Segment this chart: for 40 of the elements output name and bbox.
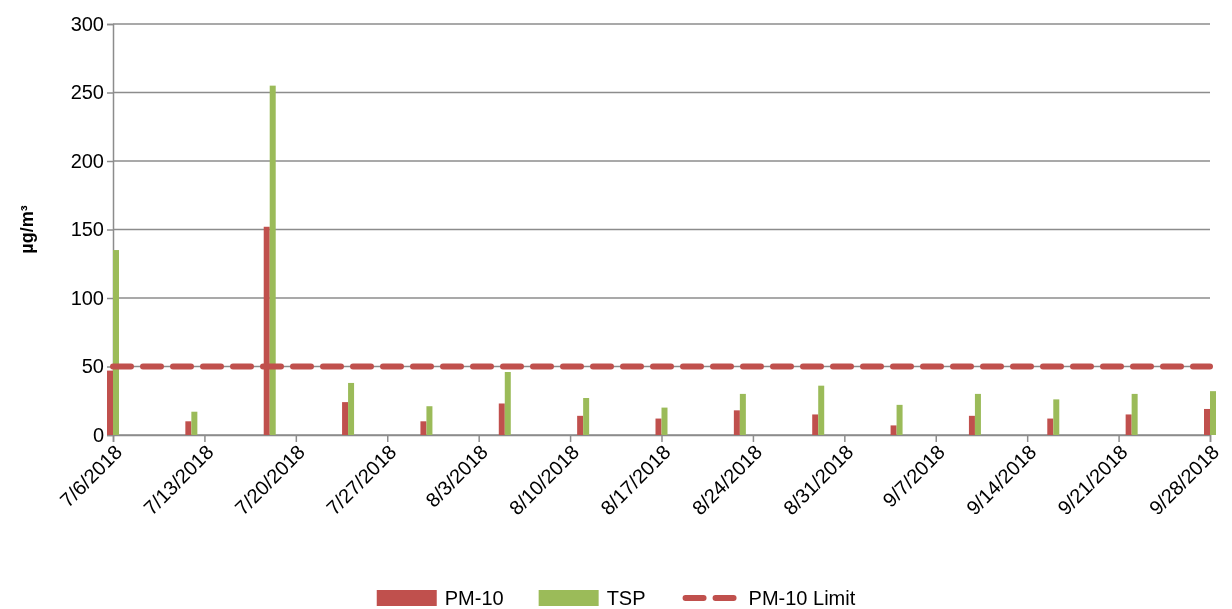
bar [739,393,746,435]
bar [191,411,198,435]
bar [655,418,662,435]
y-tick-label: 250 [70,81,104,104]
bar [974,393,981,435]
y-tick-label: 150 [70,218,104,241]
bar [1131,393,1138,435]
y-tick-label: 100 [70,286,104,309]
bar [342,402,349,435]
bar [896,404,903,435]
bar [113,250,119,435]
bar [968,415,975,435]
bar [583,398,590,435]
bar [426,406,433,435]
bar [577,415,584,435]
legend-label: PM-10 Limit [748,587,856,609]
bar [812,414,819,435]
y-axis-title: µg/m³ [17,205,37,254]
bar [504,371,511,435]
bar [1210,391,1216,435]
bar [107,370,113,435]
bar [269,85,276,435]
bar [818,385,825,435]
bar [661,407,668,435]
legend-label: PM-10 [444,587,504,609]
bar [1204,408,1210,435]
bar [1125,414,1132,435]
legend-label: TSP [606,587,646,609]
bar [348,382,355,435]
bar [420,421,427,435]
y-tick-label: 300 [70,12,104,35]
y-tick-label: 0 [92,423,104,446]
bar [1047,418,1054,435]
bar [1053,399,1060,435]
bar [185,421,192,435]
bar [498,403,505,435]
bar [890,425,897,435]
bar [733,410,740,435]
y-tick-label: 200 [70,149,104,172]
y-tick-label: 50 [81,355,104,378]
